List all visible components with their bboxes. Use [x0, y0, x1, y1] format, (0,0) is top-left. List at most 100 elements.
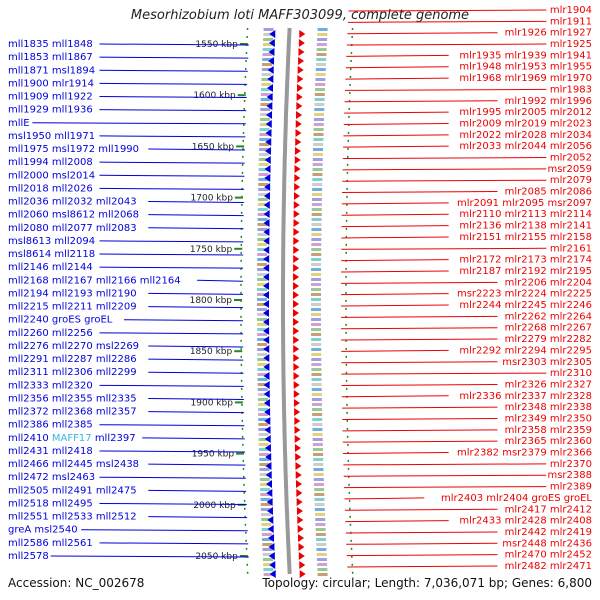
leader-line-left	[81, 529, 248, 532]
gene-label-right: mlr2365 mlr2360	[505, 436, 592, 447]
feature-band	[313, 118, 324, 121]
gene-label-right: mlr2187 mlr2192 mlr2195	[459, 266, 592, 277]
gene-name: groES	[49, 315, 81, 326]
gene-label-left: mll1975 msl1972 mll1990	[8, 144, 139, 155]
gene-label-right: mlr2389	[550, 482, 592, 493]
gene-name: mll2291	[8, 354, 49, 365]
plus-strand-arrow	[293, 363, 300, 371]
feature-band	[262, 48, 273, 51]
feature-band	[257, 313, 268, 316]
minus-strand-arrow	[263, 255, 270, 263]
minus-strand-arrow	[268, 48, 275, 56]
gene-name: mll2286	[93, 354, 137, 365]
feature-band	[257, 198, 268, 201]
leader-line-right	[341, 236, 449, 239]
leader-line-left	[99, 542, 249, 545]
gene-label-right: mlr2482 mlr2471	[505, 561, 592, 572]
feature-band	[312, 163, 323, 166]
minus-strand-arrow	[263, 219, 270, 227]
feature-band	[312, 438, 323, 441]
feature-band	[257, 228, 268, 231]
gene-label-left: mll2018 mll2026	[8, 183, 93, 194]
gene-name: mll2491	[49, 485, 93, 496]
plus-strand-arrow	[299, 561, 306, 569]
minus-strand-arrow	[269, 561, 276, 569]
gene-label-right: mlr1935 mlr1939 mlr1941	[459, 50, 592, 61]
gene-label-left: mll2194 mll2193 mll2190	[8, 288, 137, 299]
feature-band	[259, 458, 270, 461]
plus-strand-arrow	[293, 372, 300, 380]
feature-band	[313, 453, 324, 456]
gene-name: mll2043	[93, 197, 137, 208]
minus-strand-arrow	[266, 480, 273, 488]
feature-band	[261, 83, 272, 86]
feature-band	[311, 343, 322, 346]
gene-name: mll2194	[8, 288, 49, 299]
leader-line-right	[342, 179, 547, 182]
minus-strand-arrow	[263, 201, 270, 209]
plus-strand-arrow	[294, 435, 301, 443]
leader-line-left	[99, 96, 247, 99]
leader-line-left	[148, 227, 244, 230]
leader-line-left	[142, 437, 245, 440]
gene-name: mll2475	[93, 485, 137, 496]
leader-line-right	[345, 520, 449, 523]
minus-strand-arrow	[269, 30, 276, 38]
plus-strand-arrow	[293, 246, 300, 254]
feature-band	[312, 428, 323, 431]
minus-strand-arrow	[263, 327, 270, 335]
feature-band	[258, 428, 269, 431]
gene-name: mll2018	[8, 183, 49, 194]
gene-name: mll2385	[49, 420, 93, 431]
gene-name: mll2472	[8, 472, 49, 483]
feature-band	[257, 273, 268, 276]
feature-band	[257, 333, 268, 336]
leader-line-left	[148, 489, 247, 492]
feature-band	[311, 333, 322, 336]
gene-name: mllE	[8, 118, 30, 129]
gene-label-right: mlr1968 mlr1969 mlr1970	[459, 73, 592, 84]
minus-strand-arrow	[264, 165, 271, 173]
leader-line-right	[341, 259, 449, 262]
leader-line-right	[342, 157, 547, 160]
scale-label: 1700 kbp	[191, 194, 234, 204]
plus-strand-arrow	[293, 381, 300, 389]
plus-strand-arrow	[294, 147, 301, 155]
scale-label: 1900 kbp	[191, 398, 234, 408]
feature-band	[317, 28, 328, 31]
gene-name: mll2000	[8, 170, 49, 181]
gene-label-right: mlr2009 mlr2019 mlr2023	[459, 118, 592, 129]
leader-line-left	[99, 69, 248, 72]
scale-label: 2000 kbp	[193, 501, 236, 511]
feature-band	[315, 523, 326, 526]
gene-label-right: mlr1948 mlr1953 mlr1955	[459, 62, 592, 73]
minus-strand-arrow	[263, 336, 270, 344]
feature-band	[311, 278, 322, 281]
leader-line-left	[148, 345, 244, 348]
leader-line-left	[32, 122, 246, 125]
feature-band	[312, 188, 323, 191]
feature-band	[311, 383, 322, 386]
gene-label-right: mlr2292 mlr2294 mlr2295	[459, 345, 592, 356]
plus-strand-arrow	[295, 129, 302, 137]
feature-band	[311, 403, 322, 406]
leader-line-right	[341, 202, 449, 205]
gene-name: mlr1914	[49, 78, 94, 89]
minus-strand-arrow	[268, 534, 275, 542]
leader-line-left	[99, 266, 244, 269]
gene-label-right: mlr2310	[550, 368, 592, 379]
gene-name: mll2410	[8, 433, 49, 444]
plus-strand-arrow	[293, 273, 300, 281]
leader-line-right	[343, 474, 547, 477]
feature-band	[313, 458, 324, 461]
minus-strand-arrow	[264, 174, 271, 182]
gene-label-right: mlr2336 mlr2337 mlr2328	[459, 391, 592, 402]
leader-line-left	[99, 82, 248, 85]
feature-band	[311, 253, 322, 256]
feature-band	[311, 318, 322, 321]
gene-label-left: mll2215 mll2211 mll2209	[8, 302, 137, 313]
feature-band	[311, 293, 322, 296]
minus-strand-arrow	[265, 129, 272, 137]
feature-band	[311, 248, 322, 251]
leader-line-right	[341, 247, 547, 250]
